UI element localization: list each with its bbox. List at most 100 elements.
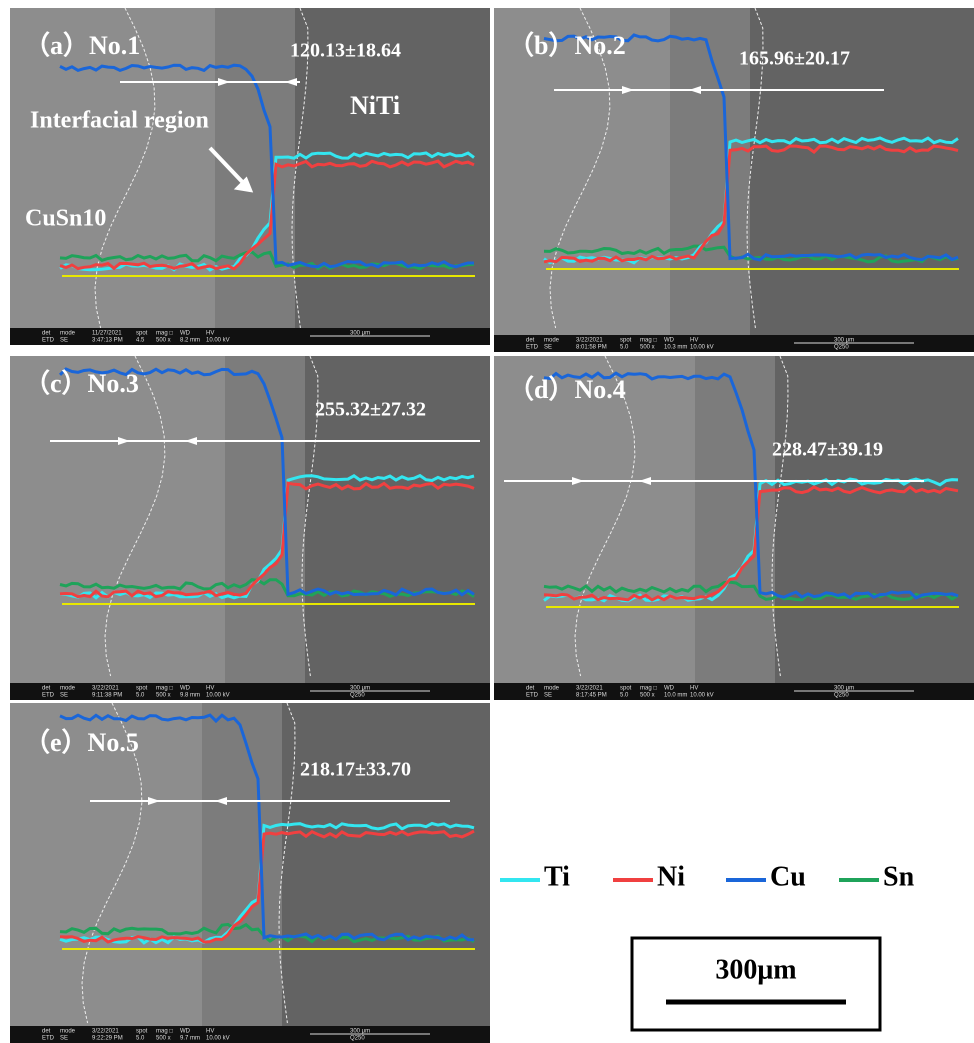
info-value: 9:22:29 PM [92, 1036, 123, 1042]
info-value: 5.0 [620, 693, 629, 699]
info-header: WD [664, 338, 675, 344]
info-value: 3/22/2021 [576, 686, 603, 692]
info-header: WD [664, 686, 675, 692]
sem-right [282, 703, 490, 1026]
info-value: 3/22/2021 [92, 686, 119, 692]
info-value: 8:01:58 PM [576, 345, 607, 351]
info-header: mag □ [156, 1029, 173, 1035]
info-value: SE [60, 338, 68, 344]
legend-label: Ni [657, 861, 685, 892]
info-header: mode [60, 1029, 76, 1035]
info-value: Q250 [834, 693, 849, 699]
measurement: 255.32±27.32 [315, 399, 426, 421]
info-value: 10.00 kV [690, 345, 714, 351]
info-value: 500 x [640, 693, 655, 699]
panel: （d）No.4 228.47±39.19 det mode spot mag □ WD HV 3… [494, 356, 974, 700]
sem-interface [202, 703, 282, 1026]
info-value: Q250 [350, 1036, 365, 1042]
info-header: det [42, 331, 51, 337]
info-header: det [526, 338, 535, 344]
info-value: 9.8 mm [180, 693, 200, 699]
info-value: 10.3 mm [664, 345, 687, 351]
panel-title: （a）No.1 [24, 31, 140, 60]
info-value: 500 x [156, 693, 171, 699]
info-header: det [42, 686, 51, 692]
info-value: 3/22/2021 [92, 1029, 119, 1035]
info-header: mag □ [156, 331, 173, 337]
info-header: WD [180, 331, 191, 337]
info-header: mode [544, 338, 560, 344]
info-header: spot [136, 331, 148, 337]
info-header: mag □ [156, 686, 173, 692]
info-value: 500 x [156, 338, 171, 344]
info-value: SE [544, 693, 552, 699]
sem-interface [695, 356, 775, 683]
legend-label: Sn [883, 861, 915, 892]
info-value: SE [60, 693, 68, 699]
info-value: 3/22/2021 [576, 338, 603, 344]
measurement: 165.96±20.17 [739, 48, 850, 70]
legend-label: Ti [544, 861, 570, 892]
info-header: WD [180, 1029, 191, 1035]
figure: （a）No.1120.13±18.64Interfacial regionNiT… [0, 0, 974, 1043]
info-value: 8.2 mm [180, 338, 200, 344]
info-value: ETD [526, 693, 539, 699]
info-header: mode [60, 331, 76, 337]
page: （a）No.1120.13±18.64Interfacial regionNiT… [0, 0, 974, 1043]
info-value: 5.0 [620, 345, 629, 351]
info-value: 10.00 kV [690, 693, 714, 699]
info-value: Q250 [350, 693, 365, 699]
panel: （c）No.3 255.32±27.32 det mode spot mag □ WD HV 3… [10, 356, 490, 700]
info-value: ETD [526, 345, 539, 351]
info-header: WD [180, 686, 191, 692]
info-value: 11/27/2021 [92, 331, 122, 337]
info-value: 500 x [156, 1036, 171, 1042]
info-value: 10.00 kV [206, 338, 230, 344]
annotation: Interfacial region [30, 108, 209, 134]
panel-title: （c）No.3 [24, 369, 139, 398]
panel: （b）No.2 165.96±20.17 det mode spot mag □ WD HV 3… [494, 8, 974, 352]
info-header: spot [620, 338, 632, 344]
info-header: mag □ [640, 686, 657, 692]
panel-title: （e）No.5 [24, 728, 139, 757]
info-value: 10.00 kV [206, 693, 230, 699]
panel: （e）No.5 218.17±33.70 det mode spot mag □ WD HV 3… [10, 703, 490, 1043]
annotation: NiTi [350, 91, 400, 120]
measurement: 228.47±39.19 [772, 439, 883, 461]
annotation: CuSn10 [25, 206, 106, 232]
panel-title: （b）No.2 [508, 31, 626, 60]
info-header: HV [206, 1029, 214, 1035]
info-value: 9.7 mm [180, 1036, 200, 1042]
panel: （a）No.1 120.13±18.64 Interfacial region NiT… [10, 8, 490, 345]
info-header: det [42, 1029, 51, 1035]
info-value: Q250 [834, 345, 849, 351]
info-header: mode [544, 686, 560, 692]
info-header: HV [206, 331, 214, 337]
info-header: spot [620, 686, 632, 692]
sem-interface [225, 356, 305, 683]
info-header: mode [60, 686, 76, 692]
info-header: det [526, 686, 535, 692]
info-value: ETD [42, 1036, 55, 1042]
measurement: 218.17±33.70 [300, 759, 411, 781]
scale-label: 300μm [715, 954, 796, 985]
info-value: ETD [42, 693, 55, 699]
info-header: spot [136, 686, 148, 692]
info-value: 8:17:45 PM [576, 693, 607, 699]
info-header: spot [136, 1029, 148, 1035]
info-value: SE [544, 345, 552, 351]
measurement: 120.13±18.64 [290, 40, 401, 62]
sem-right [775, 356, 974, 683]
info-header: mag □ [640, 338, 657, 344]
info-header: HV [206, 686, 214, 692]
info-value: ETD [42, 338, 55, 344]
info-header: HV [690, 338, 698, 344]
legend-label: Cu [770, 861, 806, 892]
info-value: 5.0 [136, 1036, 145, 1042]
info-value: 10.00 kV [206, 1036, 230, 1042]
info-value: 500 x [640, 345, 655, 351]
info-value: 5.0 [136, 693, 145, 699]
panel-title: （d）No.4 [508, 375, 626, 404]
info-value: 9:11:38 PM [92, 693, 122, 699]
info-header: HV [690, 686, 698, 692]
